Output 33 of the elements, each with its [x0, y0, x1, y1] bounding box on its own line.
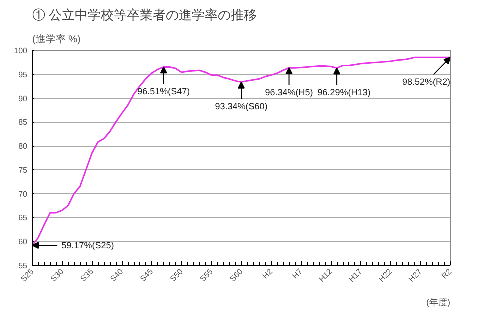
x-tick-label: S35 [78, 266, 96, 284]
y-tick-label: 80 [18, 142, 28, 152]
annotation: 96.34%(H5) [265, 87, 314, 98]
x-tick-label: S30 [49, 266, 66, 284]
x-tick-label: S50 [168, 266, 186, 284]
y-tick-label: 60 [18, 238, 28, 247]
x-tick-label: R2 [440, 266, 454, 281]
annotation: 98.52%(R2) [402, 76, 451, 87]
annotation: 93.34%(S60) [215, 102, 268, 112]
x-tick-label: S40 [108, 266, 126, 284]
x-tick-label: S60 [228, 266, 246, 284]
x-tick-label: H27 [407, 266, 424, 284]
chart-title: ① 公立中学校等卒業者の進学率の推移 [32, 8, 258, 22]
y-tick-label: 85 [18, 118, 28, 128]
x-tick-label: H7 [290, 266, 305, 281]
annotation: 59.17%(S25) [62, 240, 114, 251]
y-tick-label: 100 [14, 46, 28, 56]
x-tick-label: H22 [377, 266, 394, 284]
y-tick-label: 70 [18, 190, 28, 199]
x-tick-label: H2 [260, 266, 275, 281]
y-tick-label: 75 [18, 166, 28, 175]
annotation: 96.51%(S47) [138, 86, 190, 97]
y-tick-label: 65 [18, 214, 28, 223]
y-tick-label: 55 [18, 262, 28, 270]
x-tick-label: H17 [347, 266, 364, 284]
y-tick-label: 90 [18, 94, 28, 104]
annotation: 96.29%(H13) [318, 88, 371, 98]
y-axis-title: (進学率 %) [32, 34, 81, 46]
x-tick-label: S55 [198, 266, 216, 284]
y-tick-label: 95 [18, 70, 28, 80]
x-tick-label: H12 [318, 266, 335, 284]
x-tick-label: S45 [138, 266, 156, 284]
x-axis-title: (年度) [426, 298, 451, 308]
